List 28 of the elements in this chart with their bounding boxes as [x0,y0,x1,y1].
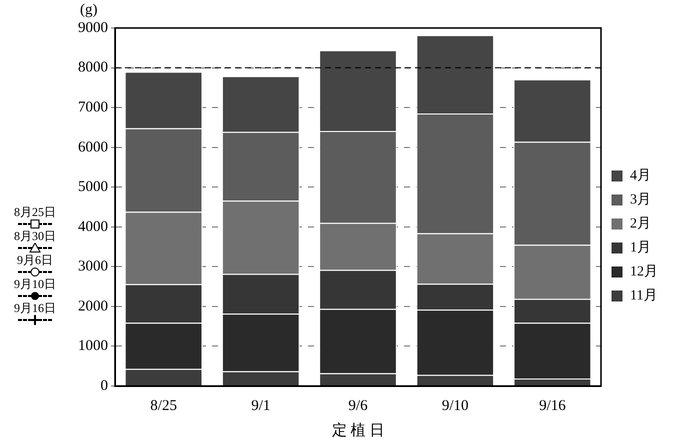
legend-label: 1月 [630,240,651,256]
x-tick-label: 9/10 [442,398,469,414]
x-axis-title: 定 植 日 [332,422,384,439]
y-axis-title: (g) [80,2,98,19]
legend-label: 2月 [630,216,651,232]
y-tick-label: 8000 [78,60,108,76]
y-tick-label: 1000 [78,338,108,354]
y-tick-label: 4000 [78,218,108,235]
y-tick-label: 6000 [78,139,108,156]
y-tick-label: 3000 [78,258,108,275]
x-tick-label: 8/25 [150,398,177,414]
text: 9月10日 [13,277,57,291]
y-tick-label: 2000 [78,298,108,314]
legend-label: 11月 [630,288,658,304]
x-tick-label: 9/1 [251,398,270,414]
y-tick-label: 5000 [78,179,108,196]
legend-label: 4月 [630,168,651,184]
y-tick-label: 7000 [78,99,108,116]
x-tick-label: 9/16 [539,398,566,414]
y-tick-label: 0 [100,378,108,394]
text: 9月6日 [16,253,54,267]
legend-label: 3月 [630,192,651,208]
x-tick-label: 9/6 [348,398,368,414]
legend-label: 12月 [630,264,658,280]
y-tick-label: 9000 [78,20,108,36]
text: 8月30日 [13,229,57,243]
text: 9月16日 [13,301,57,315]
text: 8月25日 [13,205,57,219]
